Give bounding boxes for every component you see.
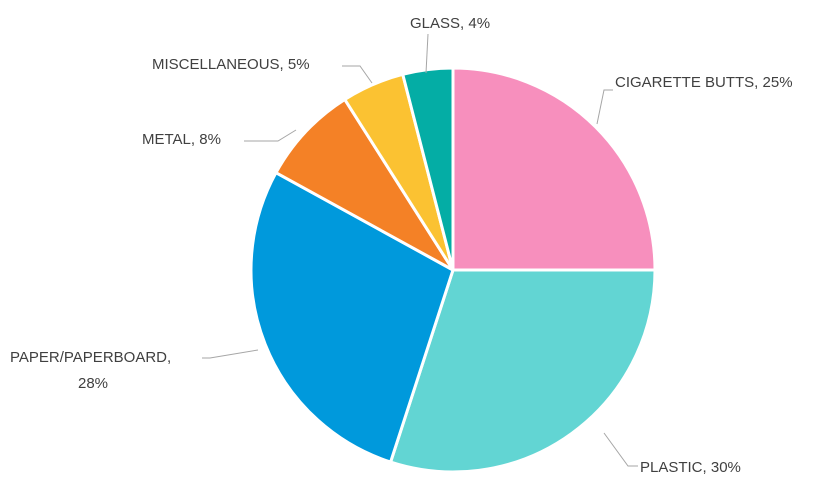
data-label-paper-paperboard-line-2: 28% [78, 375, 108, 392]
pie-slice-glass [400, 66, 455, 271]
data-label-paper-paperboard-line-1: PAPER/PAPERBOARD, [10, 349, 171, 366]
data-label-plastic: PLASTIC, 30% [640, 459, 741, 476]
leader-line-cigarette-butts [596, 89, 613, 125]
pie-slice-metal [273, 97, 455, 272]
data-label-cigarette-butts: CIGARETTE BUTTS, 25% [615, 74, 793, 91]
pie-slice-plastic [388, 268, 657, 474]
leader-line-miscellaneous [342, 65, 373, 84]
data-label-metal: METAL, 8% [142, 131, 221, 148]
leader-line-paper-paperboard [202, 349, 259, 359]
slices-layer [249, 66, 657, 474]
leader-line-plastic [603, 432, 638, 467]
data-label-glass: GLASS, 4% [410, 15, 490, 32]
leader-line-glass [425, 33, 429, 74]
pie-slice-cigarette-butts [451, 66, 657, 272]
pie-slice-paper-paperboard [249, 170, 455, 465]
leader-line-metal [244, 129, 297, 142]
leader-lines-layer [202, 33, 638, 467]
data-label-miscellaneous: MISCELLANEOUS, 5% [152, 56, 310, 73]
labels-layer: CIGARETTE BUTTS, 25% PLASTIC, 30% PAPER/PA… [10, 15, 793, 476]
